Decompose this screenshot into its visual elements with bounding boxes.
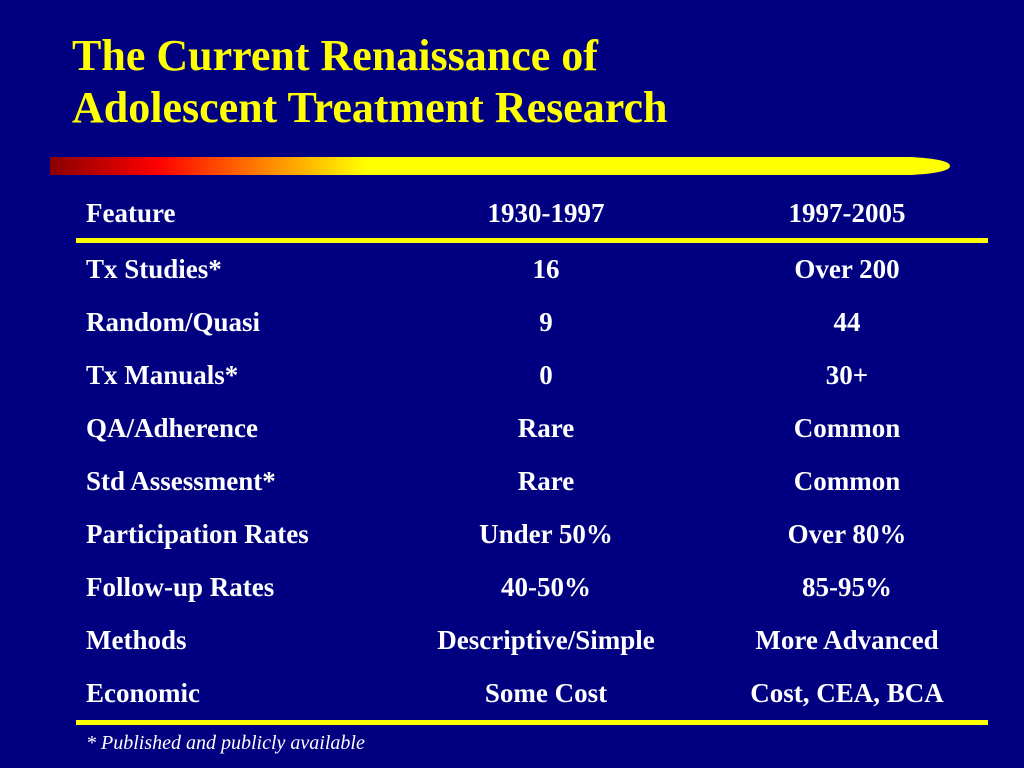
table-cell: 30+ <box>825 360 869 390</box>
table-cell: Under 50% <box>479 519 613 549</box>
table-cell: Tx Manuals* <box>86 360 239 390</box>
header-feature: Feature <box>76 188 386 243</box>
table-row: Random/Quasi 9 44 <box>76 296 988 349</box>
table-row: Tx Manuals* 0 30+ <box>76 349 988 402</box>
table-cell: Tx Studies* <box>86 254 222 284</box>
table-row: Std Assessment* Rare Common <box>76 455 988 508</box>
table-row: Follow-up Rates 40-50% 85-95% <box>76 561 988 614</box>
table-cell: Common <box>793 466 901 496</box>
table-cell: Descriptive/Simple <box>437 625 655 655</box>
table-row: Economic Some Cost Cost, CEA, BCA <box>76 667 988 725</box>
slide-title-line-1: The Current Renaissance of <box>72 31 598 80</box>
table-cell: QA/Adherence <box>86 413 258 443</box>
table-cell: Rare <box>517 466 575 496</box>
table-row: Tx Studies* 16 Over 200 <box>76 241 988 297</box>
table-cell: 40-50% <box>501 572 591 602</box>
table-cell: Some Cost <box>386 667 706 725</box>
header-period-1930-1997: 1930-1997 <box>386 188 706 243</box>
comparison-table: Feature 1930-1997 1997-2005 Tx Studies* 1… <box>76 188 988 725</box>
table-cell: Rare <box>517 413 575 443</box>
table-cell: Random/Quasi <box>86 307 261 337</box>
table-cell: 0 <box>539 360 553 390</box>
header-period-1997-2005: 1997-2005 <box>706 188 988 243</box>
table-row: Participation Rates Under 50% Over 80% <box>76 508 988 561</box>
table-cell: 16 <box>532 254 560 284</box>
table-cell: Over 80% <box>787 519 907 549</box>
table-header-row: Feature 1930-1997 1997-2005 <box>76 188 988 243</box>
table-cell: Follow-up Rates <box>86 572 275 602</box>
table-cell: 85-95% <box>802 572 892 602</box>
decorative-gradient-bar <box>50 157 950 175</box>
table-row: QA/Adherence Rare Common <box>76 402 988 455</box>
table-cell: 9 <box>539 307 553 337</box>
table-cell: Participation Rates <box>86 519 309 549</box>
table-cell: Std Assessment* <box>86 466 276 496</box>
table-cell: Common <box>793 413 901 443</box>
table-cell: Methods <box>86 625 187 655</box>
table-cell: 44 <box>833 307 861 337</box>
footnote: * Published and publicly available <box>86 732 365 754</box>
table-cell: Cost, CEA, BCA <box>706 667 988 725</box>
slide-title-line-2: Adolescent Treatment Research <box>72 83 668 132</box>
table-cell: More Advanced <box>755 625 939 655</box>
table-cell: Economic <box>76 667 386 725</box>
table-row: Methods Descriptive/Simple More Advanced <box>76 614 988 667</box>
table-cell: Over 200 <box>794 254 900 284</box>
slide-title: The Current Renaissance of Adolescent Tr… <box>72 30 972 134</box>
